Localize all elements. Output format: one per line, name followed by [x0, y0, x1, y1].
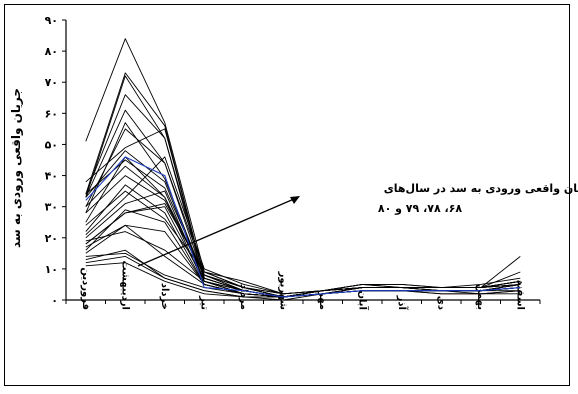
y-tick-label: ۸۰ — [45, 45, 58, 58]
y-tick-label: ۷۰ — [45, 76, 58, 89]
annotation-line-1: جریان واقعی ورودی به سد در سال‌های — [384, 182, 578, 195]
x-tick-label: مهر — [317, 290, 328, 310]
chart-frame — [4, 4, 570, 386]
series-line-13 — [85, 209, 521, 298]
series-line-20 — [85, 231, 521, 298]
x-tick-label: بهمن — [475, 284, 486, 310]
series-line-1 — [85, 38, 521, 298]
series-line-15 — [85, 249, 521, 298]
x-tick-label: شهریور — [277, 271, 288, 311]
y-tick-label: ۲۰ — [45, 232, 58, 245]
y-tick-label: ۵۰ — [45, 138, 58, 151]
x-tick-label: فروردین — [80, 267, 91, 310]
x-tick-label: اسفند — [514, 280, 525, 310]
y-tick-label: ۶۰ — [45, 107, 58, 120]
y-tick-label: ۹۰ — [45, 14, 58, 27]
y-axis-title: جریان واقعی ورودی به سد — [9, 88, 24, 248]
annotation-arrow — [137, 196, 300, 267]
series-line-25 — [85, 203, 521, 295]
x-tick-label: تیر — [198, 295, 209, 310]
y-tick-label: ۳۰ — [45, 201, 58, 214]
series-line-17 — [85, 262, 521, 301]
y-tick-label: ۴۰ — [45, 170, 58, 183]
x-tick-label: آذر — [396, 295, 409, 311]
x-tick-label: اردیبهشت — [119, 260, 130, 310]
y-tick-label: ۱۰ — [45, 263, 58, 276]
y-tick-label: ۰ — [51, 294, 58, 307]
series-line-26 — [85, 159, 521, 298]
x-tick-label: دی — [435, 296, 446, 310]
x-tick-label: خرداد — [159, 283, 170, 310]
series-line-24 — [85, 156, 521, 295]
series-lines — [85, 38, 521, 301]
series-line-12 — [85, 206, 521, 298]
annotation-line-2: ۶۸، ۷۸، ۷۹ و ۸۰ — [378, 202, 463, 215]
highlight-series-line — [85, 156, 521, 298]
x-tick-label: آبان — [356, 291, 369, 311]
y-axis: ۰ ۱۰ ۲۰ ۳۰ ۴۰ ۵۰ ۶۰ ۷۰ ۸۰ ۹۰ — [45, 14, 67, 307]
series-line-27 — [85, 165, 521, 298]
